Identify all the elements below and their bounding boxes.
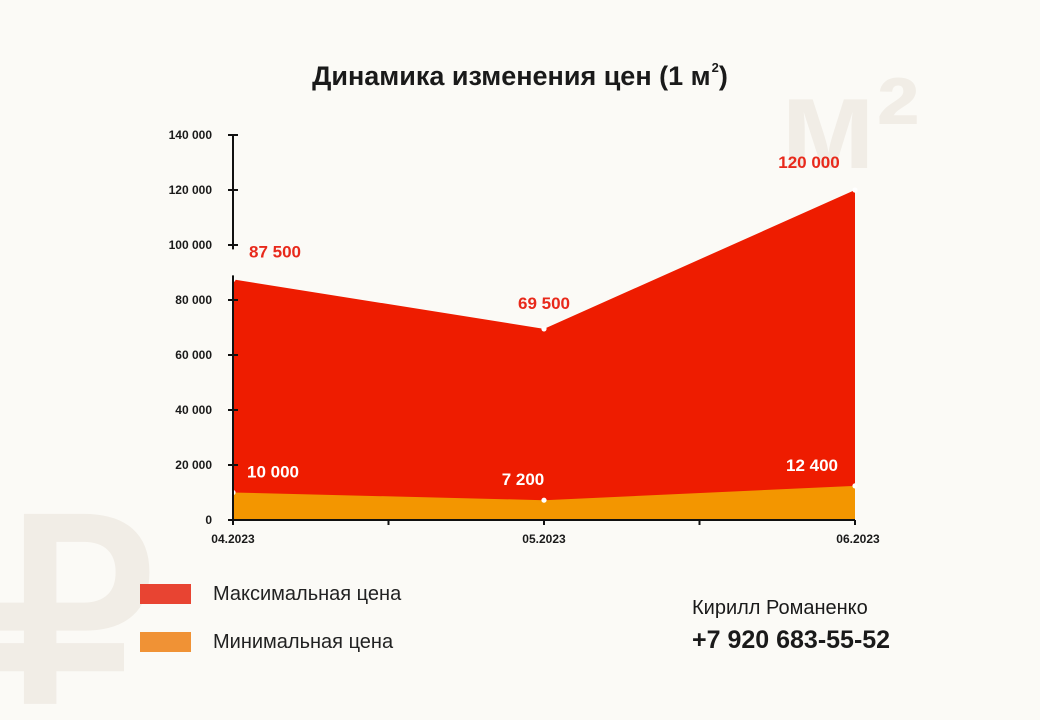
y-tick-label: 20 000 <box>175 458 212 472</box>
x-tick-label: 04.2023 <box>211 532 255 546</box>
y-tick-label: 100 000 <box>169 238 213 252</box>
data-point-s0-2 <box>852 187 858 193</box>
x-tick-label: 05.2023 <box>522 532 566 546</box>
x-tick-label: 06.2023 <box>836 532 880 546</box>
ruble-watermark: ₽ <box>0 474 154 720</box>
contact-name: Кирилл Романенко <box>692 597 868 619</box>
chart-title: Динамика изменения цен (1 м2) <box>312 60 728 91</box>
legend-label-max: Максимальная цена <box>213 583 402 605</box>
y-tick-label: 120 000 <box>169 183 213 197</box>
data-label-max: 87 500 <box>249 242 301 261</box>
contact-phone: +7 920 683-55-52 <box>692 626 891 654</box>
data-point-s1-1 <box>541 497 547 503</box>
area-unit-watermark: м² <box>780 50 919 196</box>
data-label-min: 7 200 <box>502 470 545 489</box>
legend-swatch-max <box>140 584 191 604</box>
data-label-max: 69 500 <box>518 294 570 313</box>
y-tick-label: 40 000 <box>175 403 212 417</box>
y-tick-label: 80 000 <box>175 293 212 307</box>
data-point-s0-1 <box>541 326 547 332</box>
data-label-min: 10 000 <box>247 463 299 482</box>
area-series-0 <box>233 190 855 520</box>
y-tick-label: 140 000 <box>169 128 213 142</box>
data-label-min: 12 400 <box>786 456 838 475</box>
y-tick-label: 60 000 <box>175 348 212 362</box>
legend-label-min: Минимальная цена <box>213 631 394 653</box>
chart-title-superscript: 2 <box>711 60 719 75</box>
plot-area: 0 20 000 40 000 60 000 80 000 100 000 120 000 1… <box>169 128 880 546</box>
data-label-max: 120 000 <box>778 153 839 172</box>
area-series-1 <box>233 485 855 520</box>
chart-title-text: Динамика изменения цен (1 м <box>312 61 711 91</box>
data-point-s1-2 <box>852 483 858 489</box>
y-tick-label: 0 <box>205 513 212 527</box>
contact-block: Кирилл Романенко +7 920 683-55-52 <box>692 597 890 655</box>
legend-swatch-min <box>140 632 191 652</box>
